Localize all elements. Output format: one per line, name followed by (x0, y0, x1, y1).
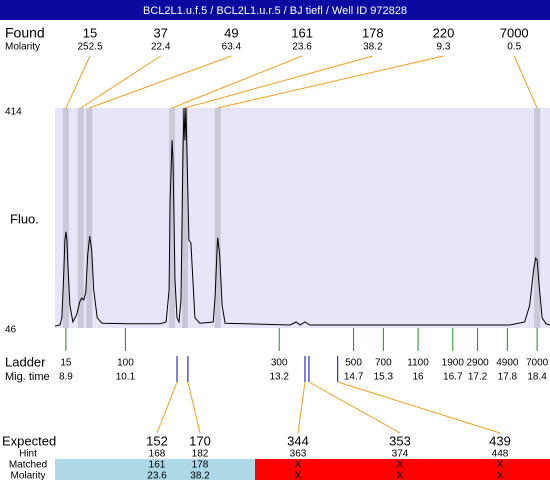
molarity: X (295, 471, 302, 480)
expected-connector (337, 381, 501, 434)
matched: X (497, 460, 504, 471)
peak-connector (89, 55, 232, 109)
unmatched-bg (255, 459, 550, 480)
expected-size: 439 (489, 433, 511, 448)
expected-connector (156, 381, 178, 434)
found-size: 161 (291, 25, 313, 40)
molarity: 23.6 (147, 471, 167, 480)
ladder-time: 18.4 (527, 372, 547, 383)
peak-band (214, 108, 221, 328)
hint: 448 (492, 449, 509, 460)
found-size: 15 (83, 25, 97, 40)
ladder-time: 13.2 (269, 372, 289, 383)
peak-connector (217, 55, 444, 109)
ladder-time: 15.3 (374, 372, 394, 383)
matched: 161 (149, 460, 166, 471)
ladder-size: 500 (345, 358, 362, 369)
peak-band (169, 108, 176, 328)
peak-band (181, 108, 188, 328)
y-label: Fluo. (10, 211, 39, 226)
hint: 374 (392, 449, 409, 460)
found-molarity-label: Molarity (5, 42, 40, 53)
found-size: 7000 (500, 25, 529, 40)
found-molarity: 23.6 (292, 42, 312, 53)
expected-connector (308, 381, 401, 434)
ladder-time: 17.8 (498, 372, 518, 383)
peak-band (534, 108, 541, 328)
ladder-size: 300 (271, 358, 288, 369)
peak-connector (80, 55, 161, 109)
peak-connector (184, 55, 373, 109)
expected-connector (297, 381, 306, 434)
ladder-time: 8.9 (59, 372, 73, 383)
expected-label: Expected (2, 433, 56, 448)
matched: X (295, 460, 302, 471)
peak-connector (65, 55, 91, 109)
mig-time-label: Mig. time (5, 371, 50, 383)
found-molarity: 38.2 (363, 42, 383, 53)
ladder-size: 700 (375, 358, 392, 369)
y-tick-label: 414 (5, 107, 22, 118)
title: BCL2L1.u.f.5 / BCL2L1.u.r.5 / BJ tiefl /… (143, 5, 407, 17)
ladder-size: 100 (117, 358, 134, 369)
trace (54, 107, 550, 327)
found-size: 37 (153, 25, 167, 40)
found-molarity: 22.4 (151, 42, 171, 53)
peak-connector (513, 55, 538, 109)
found-molarity: 9.3 (437, 42, 451, 53)
expected-size: 344 (287, 433, 309, 448)
peak-connector (171, 55, 303, 109)
hint: 363 (290, 449, 307, 460)
found-molarity: 0.5 (507, 42, 521, 53)
hint: 182 (192, 449, 209, 460)
ladder-size: 15 (60, 358, 72, 369)
found-molarity: 252.5 (77, 42, 102, 53)
ladder-size: 1100 (407, 358, 429, 369)
expected-size: 170 (189, 433, 211, 448)
ladder-time: 10.1 (116, 372, 136, 383)
matched: 178 (192, 460, 209, 471)
ladder-size: 1900 (442, 358, 465, 369)
molarity: X (397, 471, 404, 480)
plot-area (55, 108, 550, 328)
ladder-time: 16.7 (443, 372, 463, 383)
expected-size: 353 (389, 433, 411, 448)
molarity: X (497, 471, 504, 480)
title-bar (0, 0, 550, 20)
matched-bg (55, 459, 255, 480)
ladder-size: 7000 (526, 358, 549, 369)
found-molarity: 63.4 (222, 42, 242, 53)
ladder-size: 2900 (466, 358, 489, 369)
peak-band (62, 108, 69, 328)
ladder-time: 16 (413, 372, 425, 383)
peak-band (86, 108, 93, 328)
expected-connector (187, 381, 201, 434)
ladder-time: 14.7 (344, 372, 364, 383)
expected-size: 152 (146, 433, 168, 448)
peak-band (77, 108, 84, 328)
hint: 168 (149, 449, 166, 460)
ladder-time: 17.2 (468, 372, 488, 383)
ladder-label: Ladder (5, 354, 46, 369)
found-size: 178 (362, 25, 384, 40)
found-size: 220 (433, 25, 455, 40)
matched-label: Matched (9, 460, 47, 471)
ladder-size: 4900 (496, 358, 519, 369)
y-tick-label: 46 (5, 325, 17, 336)
hint-label: Hint (19, 449, 37, 460)
molarity-label: Molarity (10, 471, 45, 480)
matched: X (397, 460, 404, 471)
found-label: Found (5, 25, 45, 41)
found-size: 49 (224, 25, 238, 40)
molarity: 38.2 (190, 471, 210, 480)
